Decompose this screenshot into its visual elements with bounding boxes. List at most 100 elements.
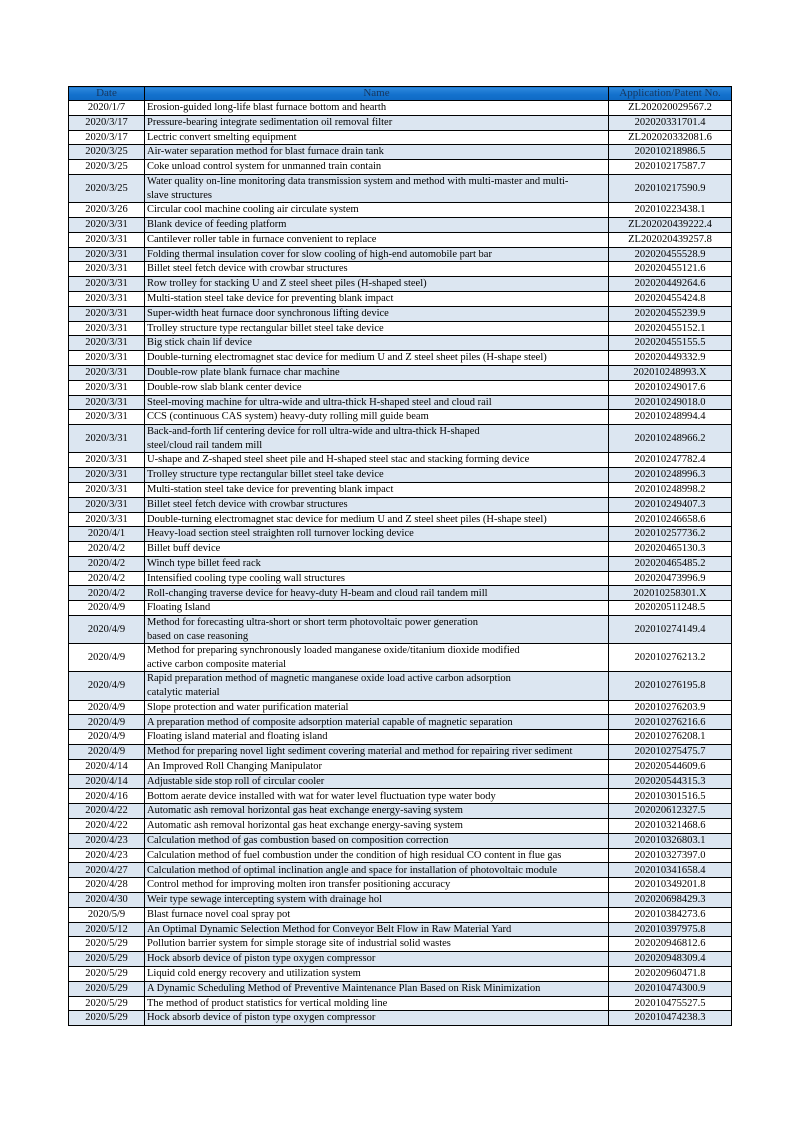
table-row: 2020/3/31 Cantilever roller table in fur… [68, 231, 732, 248]
date-cell: 2020/3/31 [68, 350, 145, 366]
name-cell: Row trolley for stacking U and Z steel s… [144, 276, 609, 292]
patent-no-cell: 202020473996.9 [608, 570, 732, 587]
date-cell: 2020/3/31 [68, 276, 145, 292]
patent-no-cell: 202010249407.3 [608, 496, 732, 513]
patent-no-cell: 202010248994.4 [608, 409, 732, 426]
table-row: 2020/3/31 Trolley structure type rectang… [68, 467, 732, 483]
table-row: 2020/3/31 Double-row slab blank center d… [68, 379, 732, 396]
table-row: 2020/4/9 A preparation method of composi… [68, 714, 732, 731]
patent-no-cell: 202010258301.X [608, 585, 732, 602]
table-row: 2020/5/12 An Optimal Dynamic Selection M… [68, 921, 732, 938]
name-cell: Double-row plate blank furnace char mach… [144, 364, 609, 381]
date-cell: 2020/3/25 [68, 159, 145, 175]
patent-no-cell: 202020331701.4 [608, 114, 732, 131]
date-cell: 2020/3/31 [68, 467, 145, 483]
patent-no-cell: 202020449332.9 [608, 350, 732, 366]
patent-no-cell: 202020544315.3 [608, 773, 732, 790]
table-row: 2020/4/2 Winch type billet feed rack 202… [68, 555, 732, 572]
patent-no-cell: 202010275475.7 [608, 744, 732, 760]
table-row: 2020/4/9 Method for preparing synchronou… [68, 643, 732, 673]
table-row: 2020/5/9 Blast furnace novel coal spray … [68, 906, 732, 923]
date-cell: 2020/5/29 [68, 965, 145, 982]
date-cell: 2020/3/31 [68, 452, 145, 469]
header-date: Date [68, 86, 145, 101]
date-cell: 2020/3/25 [68, 144, 145, 161]
name-cell: Billet steel fetch device with crowbar s… [144, 496, 609, 513]
table-row: 2020/3/25 Air-water separation method fo… [68, 144, 732, 161]
date-cell: 2020/3/26 [68, 202, 145, 218]
patent-no-cell: 202010349201.8 [608, 877, 732, 893]
table-row: 2020/5/29 A Dynamic Scheduling Method of… [68, 980, 732, 997]
name-cell: Pollution barrier system for simple stor… [144, 936, 609, 953]
date-cell: 2020/3/31 [68, 424, 145, 454]
patent-no-cell: 202010248993.X [608, 364, 732, 381]
table-row: 2020/3/31 Trolley structure type rectang… [68, 320, 732, 337]
name-cell: Heavy-load section steel straighten roll… [144, 526, 609, 543]
name-cell: Calculation method of gas combustion bas… [144, 832, 609, 849]
name-cell: Method for preparing novel light sedimen… [144, 744, 609, 760]
patent-no-cell: 202020511248.5 [608, 600, 732, 617]
table-row: 2020/3/25 Coke unload control system for… [68, 159, 732, 175]
table-row: 2020/3/25 Water quality on-line monitori… [68, 173, 732, 204]
patent-no-cell: 202010384273.6 [608, 906, 732, 923]
name-cell: Trolley structure type rectangular bille… [144, 467, 609, 483]
patent-no-cell: 202010218986.5 [608, 144, 732, 161]
name-cell: Floating Island [144, 600, 609, 617]
patent-no-cell: 202010257736.2 [608, 526, 732, 543]
patent-no-cell: 202020455239.9 [608, 305, 732, 322]
patent-no-cell: ZL202020439257.8 [608, 231, 732, 248]
date-cell: 2020/4/9 [68, 615, 145, 645]
date-cell: 2020/4/9 [68, 729, 145, 746]
table-row: 2020/4/22 Automatic ash removal horizont… [68, 803, 732, 820]
name-cell: Blank device of feeding platform [144, 216, 609, 233]
date-cell: 2020/3/31 [68, 496, 145, 513]
name-cell: Steel-moving machine for ultra-wide and … [144, 394, 609, 411]
patent-no-cell: 202020465485.2 [608, 555, 732, 572]
date-cell: 2020/5/29 [68, 995, 145, 1012]
table-row: 2020/3/31 CCS (continuous CAS system) he… [68, 409, 732, 426]
date-cell: 2020/4/9 [68, 600, 145, 617]
date-cell: 2020/3/31 [68, 246, 145, 263]
date-cell: 2020/4/9 [68, 744, 145, 760]
patent-no-cell: 202010246658.6 [608, 511, 732, 528]
date-cell: 2020/3/31 [68, 394, 145, 411]
table-row: 2020/5/29 Pollution barrier system for s… [68, 936, 732, 953]
table-row: 2020/3/31 Billet steel fetch device with… [68, 496, 732, 513]
patent-no-cell: 202010276208.1 [608, 729, 732, 746]
table-row: 2020/3/31 Billet steel fetch device with… [68, 261, 732, 278]
date-cell: 2020/3/31 [68, 290, 145, 307]
date-cell: 2020/3/17 [68, 114, 145, 131]
date-cell: 2020/5/29 [68, 980, 145, 997]
name-cell: U-shape and Z-shaped steel sheet pile an… [144, 452, 609, 469]
name-cell: Multi-station steel take device for prev… [144, 481, 609, 498]
table-row: 2020/4/2 Roll-changing traverse device f… [68, 585, 732, 602]
patent-no-cell: ZL202020332081.6 [608, 129, 732, 146]
name-cell: Folding thermal insulation cover for slo… [144, 246, 609, 263]
name-cell: A preparation method of composite adsorp… [144, 714, 609, 731]
patent-no-cell: 202020465130.3 [608, 541, 732, 557]
header-row: Date Name Application/Patent No. [68, 86, 732, 101]
patent-no-cell: 202010321468.6 [608, 818, 732, 834]
table-row: 2020/3/31 Row trolley for stacking U and… [68, 276, 732, 292]
patent-no-cell: 202010223438.1 [608, 202, 732, 218]
patent-no-cell: 202010276216.6 [608, 714, 732, 731]
name-cell: Method for forecasting ultra-short or sh… [144, 615, 609, 645]
name-cell: Double-turning electromagnet stac device… [144, 511, 609, 528]
patent-no-cell: 202010474300.9 [608, 980, 732, 997]
patent-no-cell: 202020455152.1 [608, 320, 732, 337]
date-cell: 2020/3/31 [68, 305, 145, 322]
date-cell: 2020/4/2 [68, 541, 145, 557]
table-row: 2020/4/2 Billet buff device 202020465130… [68, 541, 732, 557]
date-cell: 2020/4/2 [68, 555, 145, 572]
date-cell: 2020/4/27 [68, 862, 145, 879]
name-cell: Slope protection and water purification … [144, 699, 609, 716]
date-cell: 2020/3/31 [68, 379, 145, 396]
name-cell: Back-and-forth lif centering device for … [144, 424, 609, 454]
name-cell: Automatic ash removal horizontal gas hea… [144, 818, 609, 834]
date-cell: 2020/3/31 [68, 364, 145, 381]
table-row: 2020/4/9 Floating Island 202020511248.5 [68, 600, 732, 617]
date-cell: 2020/4/2 [68, 570, 145, 587]
patent-no-cell: 202020449264.6 [608, 276, 732, 292]
patent-no-cell: 202020455424.8 [608, 290, 732, 307]
patent-no-cell: 202010248998.2 [608, 481, 732, 498]
